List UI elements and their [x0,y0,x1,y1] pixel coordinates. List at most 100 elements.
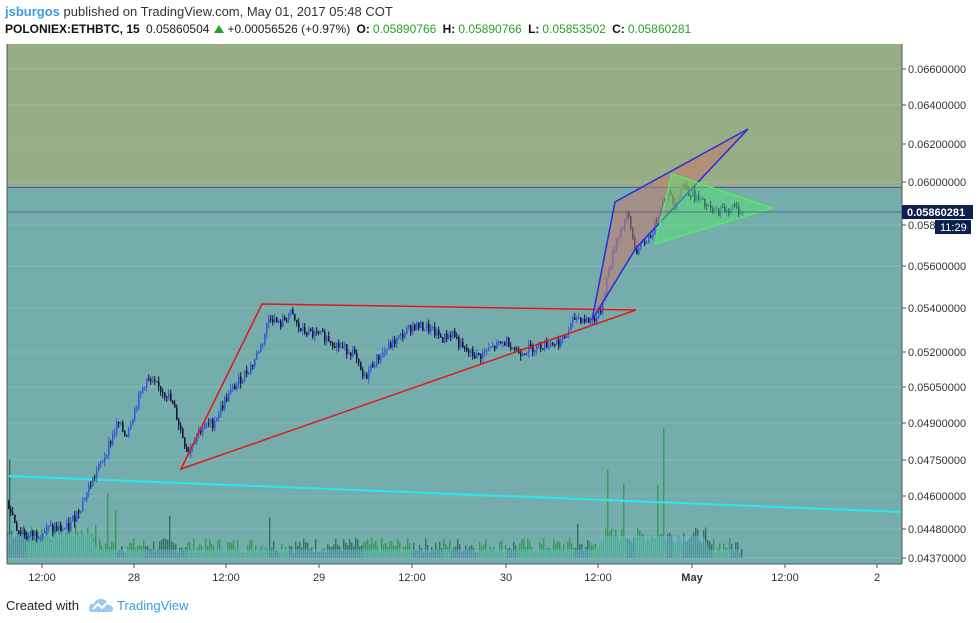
candle-body [554,344,556,346]
candle-body [600,310,602,313]
volume-bar [391,540,393,558]
volume-bar [545,548,547,558]
volume-bar [197,547,199,558]
volume-bar [317,551,319,558]
candle-body [690,195,692,197]
candle-body [298,322,300,329]
candle-body [268,318,270,324]
volume-bar [307,543,309,558]
candle-body [354,349,356,354]
candle-body [116,421,118,433]
volume-bar [299,541,301,558]
candle-body [58,525,60,531]
candle-body [108,441,110,456]
candle-body [714,209,716,212]
volume-bar [495,552,497,558]
candle-body [94,476,96,478]
volume-bar [393,545,395,558]
volume-bar [655,538,657,558]
volume-bar [411,550,413,558]
price-tick-label: 0.05600000 [908,261,966,273]
candle-body [722,206,724,208]
candle-body [490,347,492,349]
tradingview-brand[interactable]: TradingView [117,598,189,613]
volume-bar [623,483,625,558]
candle-body [326,335,328,342]
candle-body [220,405,222,415]
volume-bar [723,543,725,558]
volume-bar [727,548,729,558]
volume-bar [271,548,273,558]
volume-bar [227,542,229,558]
volume-bar [525,547,527,558]
volume-bar [305,541,307,558]
volume-bar [327,543,329,558]
candle-body [370,364,372,371]
candle-body [68,523,70,531]
candle-body [482,351,484,359]
volume-bar [251,539,253,558]
candle-body [434,326,436,336]
volume-bar [27,533,29,558]
candle-body [446,333,448,340]
volume-bar [485,539,487,558]
volume-bar [335,539,337,558]
volume-bar [735,542,737,558]
volume-bar [255,545,257,558]
candle-body [328,335,330,342]
volume-bar [181,547,183,558]
volume-average-band [7,534,742,558]
price-tick-label: 0.04600000 [908,491,966,503]
volume-bar [609,531,611,558]
volume-bar [431,546,433,558]
volume-bar [427,545,429,558]
volume-bar [679,535,681,558]
volume-bar [661,533,663,558]
volume-bar [625,537,627,558]
candle-body [88,485,90,493]
candle-body [100,461,102,464]
volume-bar [359,546,361,558]
chart-area[interactable]: 0.06600000 0.06400000 0.06200000 0.06000000… [0,44,979,585]
volume-bar [149,548,151,558]
volume-bar [517,549,519,558]
candle-body [484,350,486,352]
resistance-zone [7,44,902,188]
candle-body [230,388,232,393]
author-link[interactable]: jsburgos [5,4,60,19]
candle-body [430,327,432,332]
volume-bar [77,532,79,558]
candle-body [90,485,92,487]
volume-bar [309,548,311,558]
ohlc-line: POLONIEX:ETHBTC, 15 0.05860504 +0.0005652… [5,22,694,36]
candle-body [128,428,130,437]
candle-body [276,317,278,323]
candle-body [86,492,88,500]
candle-body [262,343,264,345]
candle-body [264,334,266,344]
volume-bar [43,536,45,558]
candle-body [340,346,342,348]
volume-bar [85,536,87,558]
volume-bar [665,539,667,558]
volume-bar [497,550,499,558]
candle-body [424,329,426,331]
volume-bar [191,548,193,558]
volume-bar [247,544,249,558]
volume-bar [345,542,347,558]
volume-bar [173,543,175,558]
volume-bar [81,530,83,558]
volume-bar [603,536,605,558]
volume-bar [725,547,727,558]
volume-bar [549,547,551,558]
tradingview-cloud-icon[interactable] [88,596,114,616]
candle-body [694,190,696,201]
price-chart[interactable]: 0.06600000 0.06400000 0.06200000 0.06000000… [0,44,979,585]
candle-body [106,455,108,458]
candle-body [406,327,408,334]
volume-bar [73,536,75,558]
candle-body [134,408,136,420]
candle-body [44,530,46,534]
candle-body [450,334,452,337]
time-axis-background [0,564,979,585]
